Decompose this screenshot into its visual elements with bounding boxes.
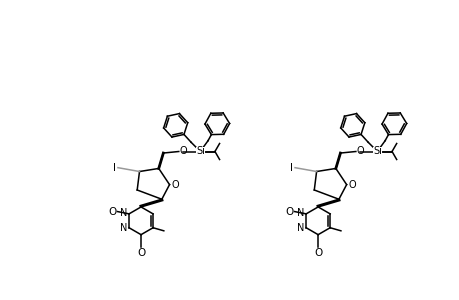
Text: I: I — [290, 163, 293, 173]
Text: N: N — [297, 208, 304, 218]
Text: O: O — [179, 146, 187, 157]
Text: O: O — [137, 248, 145, 258]
Text: Si: Si — [196, 146, 204, 157]
Text: O: O — [347, 180, 355, 190]
Text: N: N — [120, 223, 127, 233]
Text: Si: Si — [372, 146, 381, 157]
Text: O: O — [356, 146, 364, 157]
Text: I: I — [113, 163, 116, 173]
Text: O: O — [108, 207, 117, 217]
Text: N: N — [297, 223, 304, 233]
Text: O: O — [171, 180, 178, 190]
Text: N: N — [120, 208, 127, 218]
Text: O: O — [285, 207, 293, 217]
Text: O: O — [313, 248, 322, 258]
